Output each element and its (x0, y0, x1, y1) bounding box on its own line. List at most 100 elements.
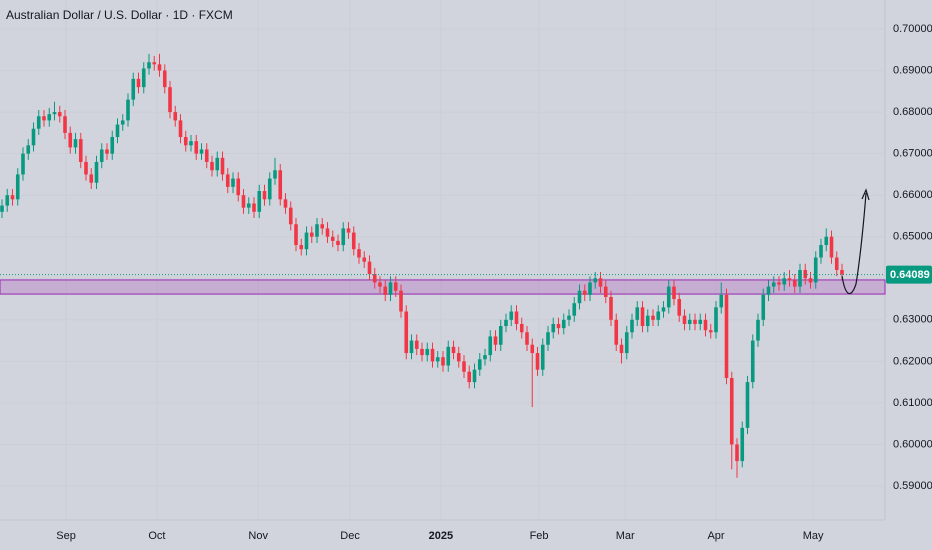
candle-body (661, 307, 666, 312)
grid (0, 0, 885, 520)
candle-body (315, 224, 319, 237)
candle-body (194, 141, 199, 154)
candle-body (346, 228, 351, 233)
candle-body (824, 236, 829, 246)
candle-body (698, 319, 703, 324)
candle-body (498, 326, 503, 345)
candle-body (241, 195, 246, 208)
x-tick-label: Sep (56, 530, 76, 542)
candle-body (588, 282, 592, 295)
candle-body (514, 311, 519, 324)
candle-body (399, 290, 403, 312)
candle-body (204, 149, 209, 162)
candle-body (803, 269, 808, 279)
candle-body (556, 323, 561, 329)
candle-body (357, 249, 361, 258)
candle-body (509, 311, 514, 320)
candle-body (31, 128, 36, 146)
x-tick-label: Apr (707, 530, 724, 542)
candle-body (304, 232, 309, 250)
candle-body (546, 332, 550, 345)
x-tick-label: Nov (248, 530, 268, 542)
candle-body (189, 141, 193, 146)
candle-body (84, 161, 88, 175)
labels: 0.59000 0.60000 0.61000 0.62000 0.63000 0.640… (56, 23, 932, 542)
candle-body (462, 361, 466, 372)
y-tick-label: 0.67000 (893, 148, 932, 160)
candle-body (126, 99, 130, 121)
candle-body (21, 153, 25, 175)
x-tick-label: Dec (340, 530, 360, 542)
y-tick-label: 0.68000 (893, 106, 932, 118)
candle-body (404, 311, 409, 354)
candle-body (15, 174, 20, 200)
candle-body (782, 278, 787, 285)
candle-body (262, 191, 267, 200)
candle-body (813, 257, 818, 283)
candle-body (283, 199, 288, 208)
candle-body (94, 161, 99, 183)
candle-body (210, 161, 214, 171)
candle-body (729, 377, 734, 445)
candle-body (288, 207, 293, 225)
candle-body (677, 299, 682, 316)
candle-body (36, 116, 41, 129)
candle-body (78, 139, 83, 162)
candle-body (120, 120, 125, 125)
candle-body (252, 203, 256, 212)
candle-body (257, 191, 262, 212)
candle-body (672, 286, 676, 300)
support-zone (0, 279, 886, 295)
candle-body (309, 232, 314, 237)
candle-body (624, 332, 629, 354)
candle-body (393, 282, 398, 291)
candle-body (220, 157, 225, 175)
candle-body (441, 357, 445, 366)
candle-body (750, 340, 755, 383)
candle-body (420, 348, 424, 356)
candle-body (299, 245, 304, 250)
candle-body (178, 120, 183, 138)
candle-body (383, 286, 388, 295)
candle-body (598, 278, 603, 287)
candle-body (488, 336, 493, 356)
candle-body (535, 353, 540, 370)
y-tick-label: 0.63000 (893, 314, 932, 326)
candle-body (567, 315, 571, 320)
candle-body (136, 78, 141, 88)
candle-body (740, 427, 745, 462)
candle-body (10, 195, 15, 200)
candle-body (168, 87, 172, 113)
candle-body (635, 307, 640, 320)
candle-body (157, 64, 162, 71)
candle-body (99, 149, 104, 162)
y-tick-label: 0.69000 (893, 64, 932, 76)
candle-body (619, 344, 624, 354)
candle-body (593, 278, 598, 283)
candle-body (666, 286, 671, 308)
candle-body (131, 78, 136, 100)
candle-body (183, 137, 188, 146)
candle-body (336, 240, 340, 246)
candle-body (378, 282, 382, 287)
x-tick-label: May (803, 530, 824, 542)
candle-body (525, 332, 529, 345)
candle-body (708, 330, 713, 333)
candle-body (320, 224, 325, 229)
candle-body (294, 224, 298, 246)
candle-body (645, 315, 650, 327)
candle-body (152, 62, 157, 65)
candle-body (73, 139, 78, 148)
candle-body (719, 294, 724, 308)
y-tick-label: 0.62000 (893, 355, 932, 367)
candle-body (199, 149, 204, 154)
x-tick-label: 2025 (429, 530, 453, 542)
candle-body (630, 319, 634, 333)
candle-body (472, 369, 477, 383)
candle-body (682, 315, 687, 324)
candle-body (745, 382, 750, 428)
candle-body (609, 296, 613, 320)
candle-body (819, 245, 823, 258)
x-tick-label: Feb (530, 530, 549, 542)
